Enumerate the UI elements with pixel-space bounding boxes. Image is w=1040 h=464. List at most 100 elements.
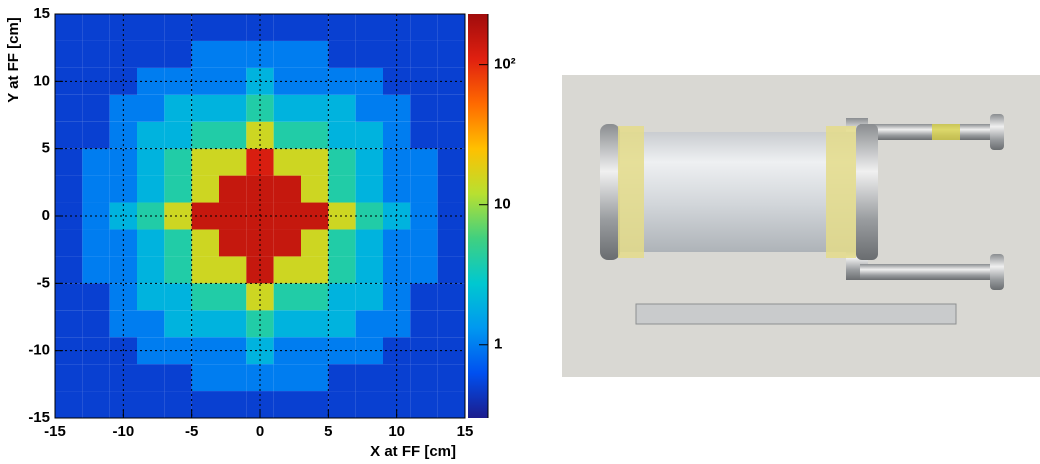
heatmap-cell: [328, 121, 356, 149]
heatmap-cell: [355, 364, 383, 392]
x-tick-label: 5: [324, 423, 332, 440]
heatmap-cell: [164, 14, 192, 41]
heatmap-cell: [82, 148, 110, 176]
pipe: [860, 264, 990, 280]
heatmap-cell: [328, 14, 356, 41]
y-tick-label: 15: [33, 5, 50, 22]
heatmap-cell: [55, 94, 83, 122]
heatmap-cell: [328, 310, 356, 338]
heatmap-cell: [137, 364, 165, 392]
colorbar-tick-label: 10²: [494, 56, 516, 73]
heatmap-cell: [55, 121, 83, 149]
heatmap-cell: [383, 283, 411, 311]
heatmap-cell: [191, 391, 219, 418]
heatmap-cell: [164, 310, 192, 338]
heatmap-cell: [246, 94, 274, 122]
heatmap-cell: [82, 40, 110, 68]
heatmap-cell: [301, 364, 329, 392]
heatmap-cell: [137, 256, 165, 284]
x-axis-label: X at FF [cm]: [370, 443, 456, 460]
heatmap-cell: [109, 229, 137, 257]
heatmap-cell: [328, 283, 356, 311]
heatmap-cell: [301, 310, 329, 338]
heatmap-cell: [82, 229, 110, 257]
heatmap-cell: [410, 364, 438, 392]
heatmap-cell: [219, 256, 247, 284]
heatmap-cell: [355, 175, 383, 203]
heatmap-cell: [437, 310, 465, 338]
heatmap-cell: [164, 391, 192, 418]
heatmap-cell: [55, 310, 83, 338]
heatmap-cell: [82, 14, 110, 41]
heatmap-cell: [328, 391, 356, 418]
heatmap-cell: [410, 67, 438, 95]
heatmap-cell: [437, 148, 465, 176]
heatmap-cell: [219, 337, 247, 365]
heatmap-cell: [55, 40, 83, 68]
x-tick-label: 0: [256, 423, 264, 440]
heatmap-cell: [246, 364, 274, 392]
heatmap-cell: [273, 121, 301, 149]
heatmap-cell: [164, 67, 192, 95]
y-tick-label: -10: [28, 342, 50, 359]
y-tick-label: 10: [33, 72, 50, 89]
heatmap-cell: [437, 283, 465, 311]
heatmap-cell: [109, 14, 137, 41]
heatmap-cell: [137, 175, 165, 203]
heatmap-cell: [328, 256, 356, 284]
heatmap-cell: [55, 148, 83, 176]
heatmap-cell: [191, 364, 219, 392]
tape-right: [826, 126, 856, 258]
heatmap-cell: [355, 121, 383, 149]
heatmap-cell: [82, 121, 110, 149]
heatmap-cell: [273, 94, 301, 122]
heatmap-cell: [301, 40, 329, 68]
heatmap-cell: [137, 310, 165, 338]
plot-frame: [54, 13, 466, 419]
heatmap-cell: [109, 94, 137, 122]
heatmap-cell: [164, 337, 192, 365]
heatmap-cell: [273, 14, 301, 41]
heatmap-cell: [328, 175, 356, 203]
heatmap-cell: [410, 121, 438, 149]
heatmap-cell: [82, 310, 110, 338]
x-tick-label: -15: [44, 423, 66, 440]
heatmap-cell: [410, 202, 438, 230]
heatmap-cell: [109, 283, 137, 311]
heatmap-cell: [137, 121, 165, 149]
heatmap-cell: [137, 94, 165, 122]
heatmap-cell: [301, 14, 329, 41]
tape-left: [618, 126, 644, 258]
heatmap-cell: [410, 94, 438, 122]
heatmap-cell: [355, 391, 383, 418]
heatmap-cell: [191, 310, 219, 338]
heatmap-cell: [355, 229, 383, 257]
heatmap-cell: [137, 229, 165, 257]
x-tick-label: 15: [457, 423, 474, 440]
heatmap-cell: [437, 14, 465, 41]
heatmap-cell: [82, 175, 110, 203]
heatmap-cell: [55, 283, 83, 311]
x-tick-label: 10: [388, 423, 405, 440]
heatmap-cell: [82, 283, 110, 311]
heatmap-cell: [219, 175, 247, 203]
heatmap-cell: [55, 229, 83, 257]
heatmap-cell: [410, 175, 438, 203]
heatmap-cell: [219, 310, 247, 338]
heatmap-cell: [355, 202, 383, 230]
heatmap-cell: [410, 283, 438, 311]
heatmap-cell: [273, 40, 301, 68]
heatmap-cell: [437, 229, 465, 257]
heatmap-cell: [82, 94, 110, 122]
heatmap-cell: [246, 229, 274, 257]
heatmap-cell: [55, 256, 83, 284]
heatmap-cell: [219, 229, 247, 257]
y-tick-label: -5: [37, 274, 50, 291]
heatmap-cell: [301, 283, 329, 311]
heatmap-cell: [273, 364, 301, 392]
y-tick-label: -15: [28, 409, 50, 426]
y-axis-label: Y at FF [cm]: [5, 17, 22, 103]
heatmap-cell: [301, 229, 329, 257]
heatmap-cell: [437, 94, 465, 122]
ruler: [635, 303, 957, 325]
